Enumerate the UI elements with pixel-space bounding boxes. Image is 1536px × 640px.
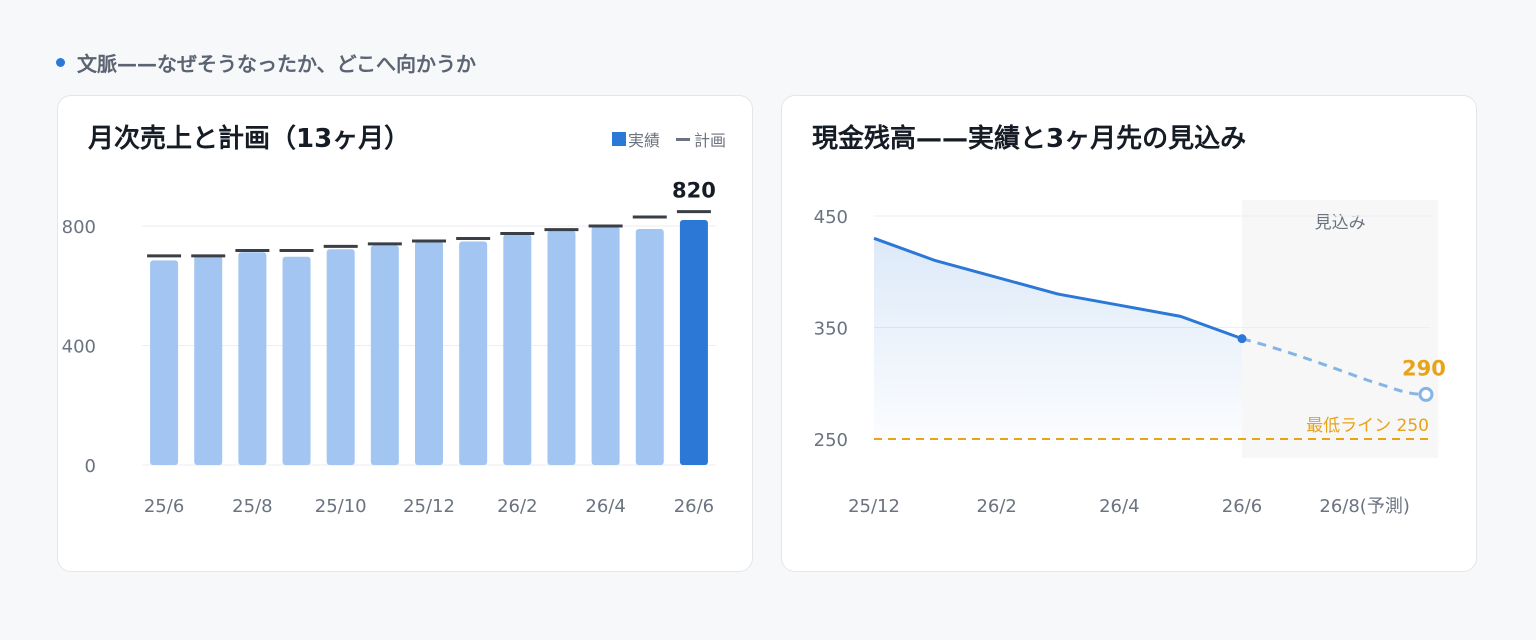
y-tick-label: 800	[62, 217, 96, 238]
forecast-region-label: 見込み	[1315, 213, 1366, 233]
sales-chart-title: 月次売上と計画（13ヶ月）	[88, 124, 411, 154]
bar-actual	[326, 249, 355, 465]
x-tick-label: 26/2	[497, 496, 537, 517]
sales-bar-chart: 0 400 800 820 25/6 25/8 25/10 25/12 26/2 26/4 26/6	[62, 179, 716, 517]
legend-label-plan: 計画	[693, 131, 726, 150]
bar-actual	[547, 230, 576, 465]
legend-line-plan-icon	[675, 137, 690, 141]
y-tick-label: 250	[814, 430, 848, 451]
bar-actual	[150, 260, 179, 465]
bar-actual	[503, 234, 532, 465]
y-tick-label: 400	[62, 337, 96, 358]
bar-actual	[635, 228, 664, 465]
bar-actual	[238, 252, 267, 465]
y-tick-label: 350	[814, 319, 848, 340]
data-point-latest-actual	[1237, 334, 1247, 344]
x-tick-label: 26/2	[976, 496, 1016, 517]
x-tick-label: 25/6	[144, 496, 184, 517]
section-heading-text: 文脈——なぜそうなったか、どこへ向かうか	[77, 52, 476, 76]
forecast-region	[1241, 200, 1439, 458]
forecast-line	[1241, 337, 1426, 396]
data-label-forecast-end: 290	[1402, 356, 1446, 380]
sales-chart-card: 月次売上と計画（13ヶ月） 実績 計画 0 400 800 820 25/6 25/8 25…	[57, 95, 753, 572]
sales-chart-legend: 実績 計画	[611, 127, 726, 151]
data-label-latest: 820	[672, 179, 716, 203]
bar-actual	[282, 256, 311, 465]
section-heading: 文脈——なぜそうなったか、どこへ向かうか	[56, 48, 476, 77]
bar-actual	[459, 241, 488, 465]
x-tick-label: 26/8(予測)	[1319, 496, 1409, 517]
x-tick-label: 26/6	[674, 496, 714, 517]
x-tick-label: 25/12	[403, 496, 455, 517]
x-tick-label: 26/4	[585, 496, 625, 517]
legend-label-actual: 実績	[627, 131, 660, 150]
bullet-dot-icon	[56, 58, 65, 67]
threshold-label: 最低ライン 250	[1306, 416, 1429, 436]
bar-actual	[370, 245, 399, 465]
legend-swatch-actual-icon	[611, 132, 626, 146]
data-point-forecast-end	[1418, 386, 1434, 402]
cash-chart-card: 現金残高——実績と3ヶ月先の見込み 見込み 250 350 450 最低ライン 250 2…	[781, 95, 1477, 572]
cash-chart-title: 現金残高——実績と3ヶ月先の見込み	[812, 124, 1247, 154]
y-tick-label: 0	[85, 456, 96, 477]
x-tick-label: 25/12	[848, 496, 900, 517]
bar-actual-latest	[679, 220, 708, 465]
y-tick-label: 450	[814, 207, 848, 228]
legend-item-plan: 計画	[675, 127, 726, 151]
x-tick-label: 26/6	[1222, 496, 1262, 517]
x-tick-label: 25/10	[315, 496, 367, 517]
x-tick-label: 25/8	[232, 496, 272, 517]
bar-actual	[194, 255, 223, 465]
legend-item-actual: 実績	[611, 127, 660, 151]
bar-actual	[591, 226, 620, 465]
bar-actual	[415, 241, 443, 465]
actual-line	[873, 236, 1243, 341]
actual-area	[874, 238, 1242, 439]
cash-line-chart: 見込み 250 350 450 最低ライン 250 290 25/12 26/2 26/4 26/…	[814, 200, 1446, 517]
x-tick-label: 26/4	[1099, 496, 1139, 517]
